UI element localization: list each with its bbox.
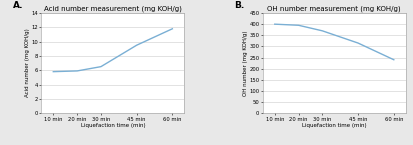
Y-axis label: Acid number (mg KOH/g): Acid number (mg KOH/g) [25,29,30,97]
X-axis label: Liquefaction time (min): Liquefaction time (min) [301,123,366,128]
Title: Acid number measurement (mg KOH/g): Acid number measurement (mg KOH/g) [44,5,181,12]
Title: OH number measurement (mg KOH/g): OH number measurement (mg KOH/g) [267,5,400,12]
Y-axis label: OH number (mg KOH/g): OH number (mg KOH/g) [242,30,247,96]
Text: A.: A. [13,1,23,10]
Text: B.: B. [234,1,244,10]
X-axis label: Liquefaction time (min): Liquefaction time (min) [80,123,145,128]
